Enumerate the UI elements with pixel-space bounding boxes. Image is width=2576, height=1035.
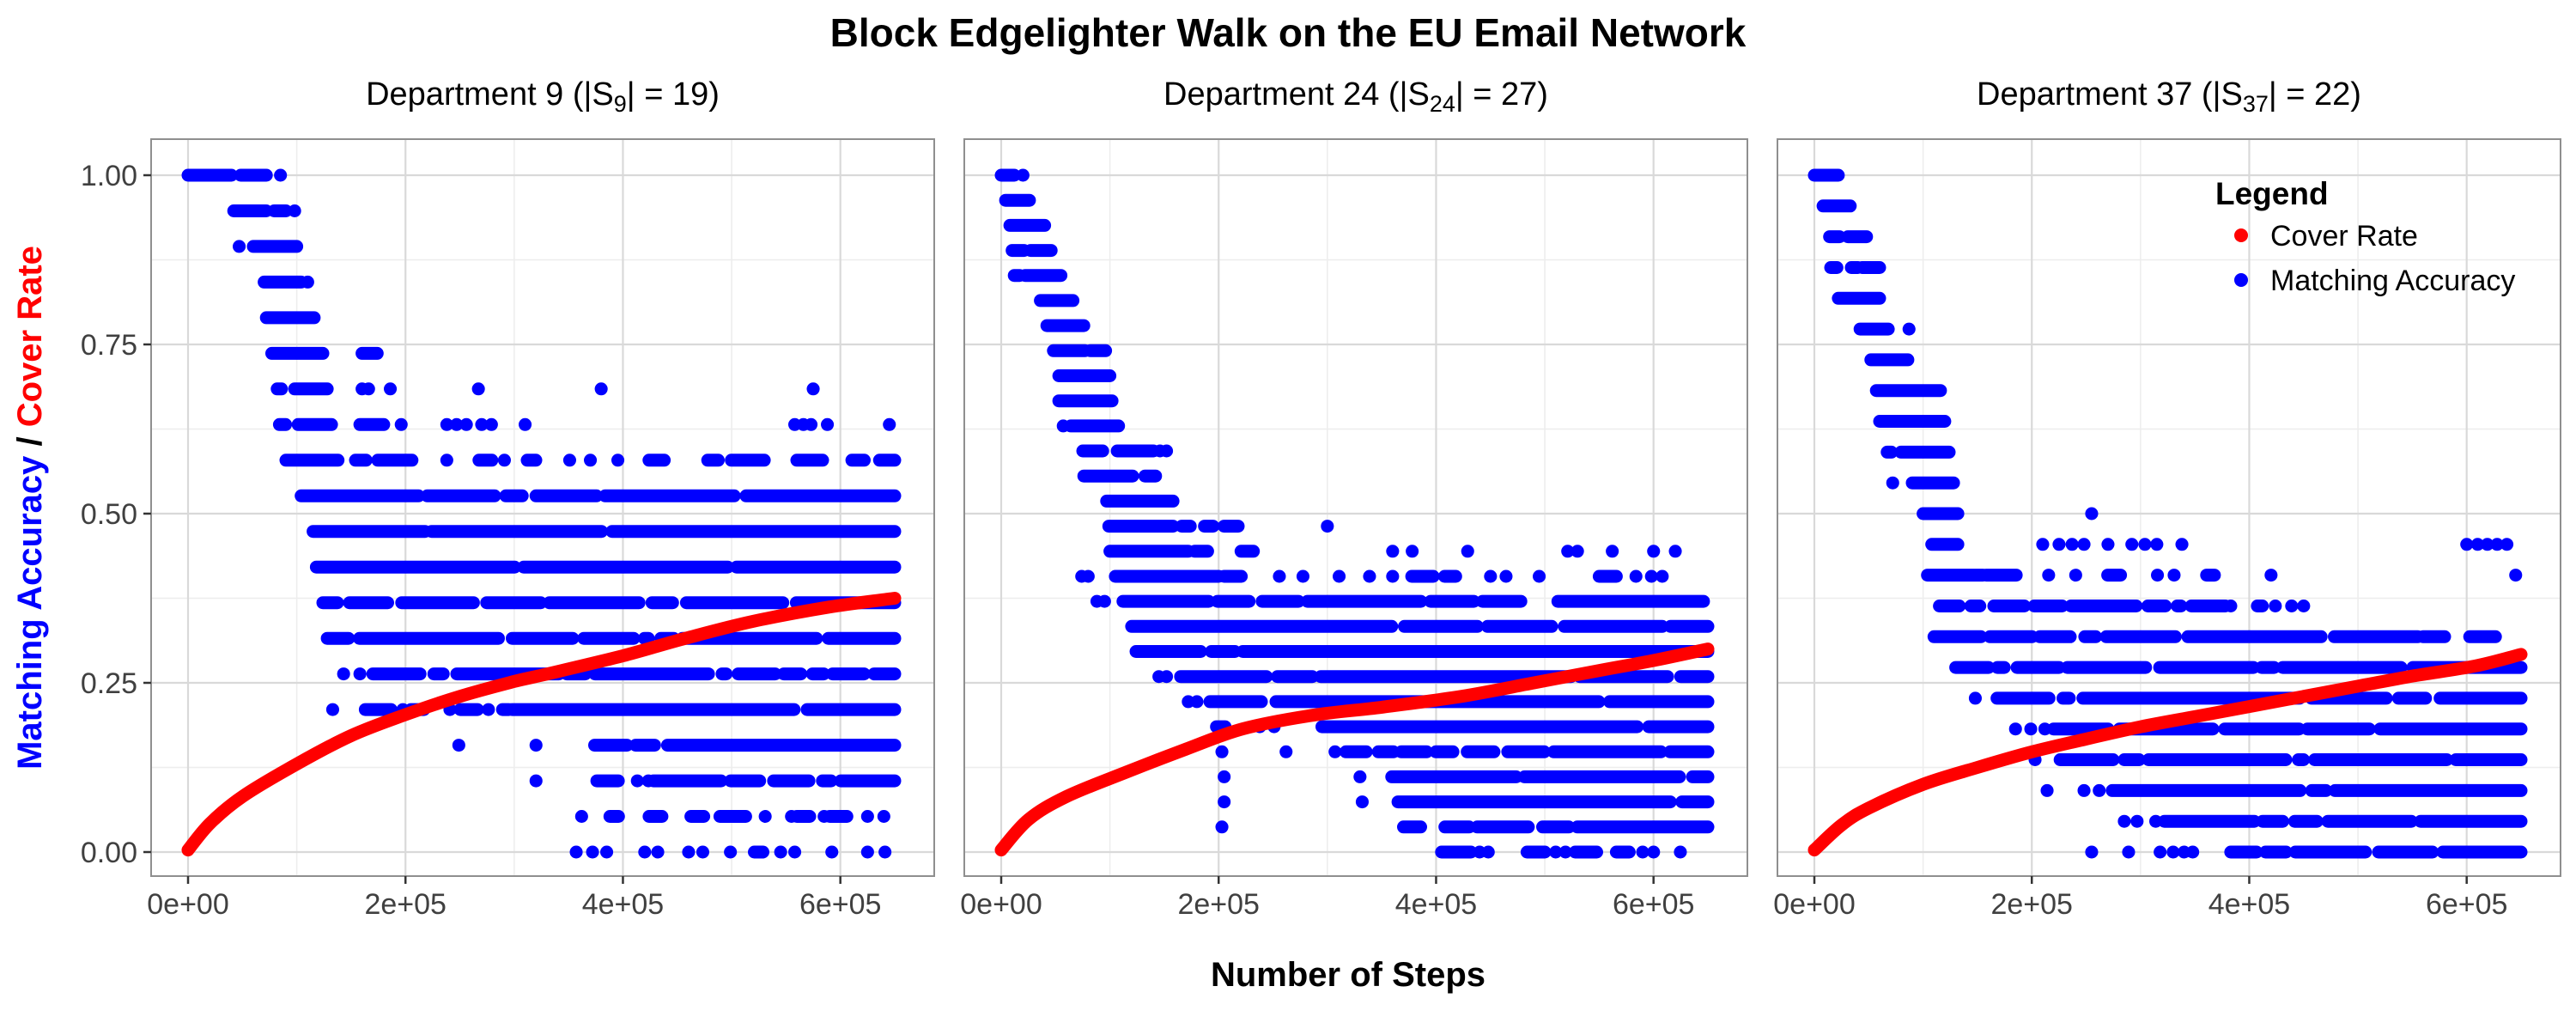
- panels-layer: 0e+00 2e+05 4e+05 6e+05 0.00 0.25 0.50 0.75 1.00…: [81, 138, 2561, 921]
- x-tick-label: 0e+00: [960, 888, 1042, 921]
- panel-2: 0e+00 2e+05 4e+05 6e+05: [960, 138, 1748, 921]
- x-tick-label: 6e+05: [799, 888, 882, 921]
- panel-data-layer: [994, 168, 1715, 859]
- facet-title-dept-9: Department 9 (|S9| = 19): [366, 76, 720, 117]
- y-tick-label: 0.00: [81, 837, 137, 869]
- y-tick-label: 0.50: [81, 498, 137, 531]
- cover-rate-line: [181, 592, 902, 857]
- x-tick-label: 2e+05: [364, 888, 447, 921]
- y-tick-label: 0.75: [81, 329, 137, 362]
- panel-1: 0e+00 2e+05 4e+05 6e+05 0.00 0.25 0.50 0.75 1.00: [81, 138, 935, 921]
- x-tick-label: 0e+00: [147, 888, 229, 921]
- legend-label-matching-accuracy: Matching Accuracy: [2270, 265, 2515, 297]
- x-tick-label: 4e+05: [1395, 888, 1478, 921]
- x-tick-label: 2e+05: [1990, 888, 2073, 921]
- y-tick-label: 0.25: [81, 667, 137, 700]
- cover-rate-line: [1807, 648, 2528, 857]
- legend-title: Legend: [2215, 176, 2329, 211]
- panel-border: [963, 138, 1748, 877]
- panel-3: 0e+00 2e+05 4e+05 6e+05: [1773, 138, 2561, 921]
- panel-background: [964, 139, 1747, 876]
- chart-title: Block Edgelighter Walk on the EU Email N…: [830, 10, 1747, 55]
- panel-background: [151, 139, 934, 876]
- panel-data-layer: [181, 168, 902, 859]
- x-tick-label: 2e+05: [1177, 888, 1260, 921]
- cover-rate-line: [994, 642, 1715, 857]
- panel-border: [1777, 138, 2561, 877]
- x-axis-title: Number of Steps: [1211, 956, 1485, 994]
- x-tick-label: 6e+05: [2426, 888, 2508, 921]
- facet-title-dept-24: Department 24 (|S24| = 27): [1163, 76, 1548, 117]
- y-tick-label: 1.00: [81, 160, 137, 192]
- legend-swatch-matching-accuracy: [2234, 273, 2248, 287]
- legend: Legend Cover Rate Matching Accuracy: [2215, 176, 2515, 297]
- legend-swatch-cover-rate: [2234, 228, 2248, 242]
- panel-border: [150, 138, 935, 877]
- panel-data-layer: [1807, 168, 2528, 859]
- x-tick-label: 6e+05: [1613, 888, 1695, 921]
- x-tick-label: 4e+05: [582, 888, 665, 921]
- y-axis-title: Matching Accuracy / Cover Rate: [11, 246, 49, 770]
- x-tick-label: 4e+05: [2208, 888, 2291, 921]
- x-tick-label: 0e+00: [1773, 888, 1856, 921]
- facet-title-dept-37: Department 37 (|S37| = 22): [1977, 76, 2361, 117]
- legend-label-cover-rate: Cover Rate: [2270, 220, 2418, 253]
